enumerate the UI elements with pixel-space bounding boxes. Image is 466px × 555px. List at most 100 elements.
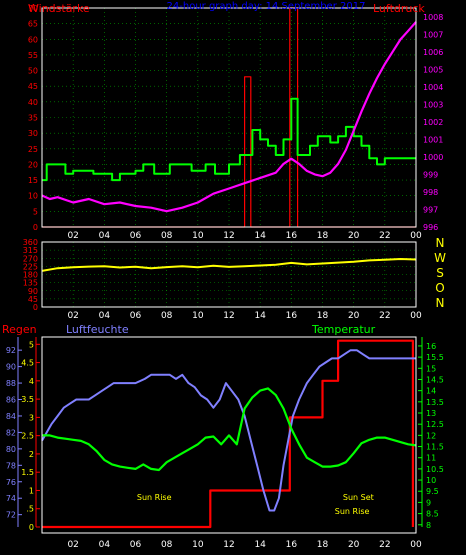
compass-label: N [436,236,445,250]
rain-humidity-temperature-panel: 0.511.522.533.544.5572747678808284868890… [2,323,444,550]
x-tick-label: 02 [67,311,78,321]
pressure-tick-label: 1003 [423,100,443,109]
x-tick-label: 20 [348,231,360,241]
temperature-tick-label: 14.5 [426,375,444,384]
rain-humidity-temperature-series [41,339,417,529]
x-tick-label: 06 [130,540,142,550]
x-tick-label: 10 [192,540,204,550]
pressure-tick-label: 999 [423,170,438,179]
humidity-tick-label: 82 [6,428,16,437]
temperature-tick-label: 11 [426,454,436,463]
temperature-tick-label: 10 [426,476,436,485]
x-tick-label: 14 [254,231,266,241]
rain-humidity-temperature-frame [41,336,417,534]
temperature-tick-label: 10.5 [426,465,444,474]
wind-tick-label: 35 [28,114,38,123]
pressure-tick-label: 1008 [423,13,443,22]
direction-tick-label: 270 [23,254,38,263]
x-tick-label: 18 [317,231,329,241]
humidity-line [41,349,416,512]
temperature-tick-label: 15 [426,364,436,373]
x-tick-label: 22 [379,540,390,550]
temperature-tick-label: 13.5 [426,398,444,407]
wind-pressure-frame [41,7,417,228]
rain-tick-label: .5 [26,505,34,514]
sun-annotation: Sun Rise [335,507,370,516]
wind-tick-label: 45 [28,82,38,91]
pressure-tick-label: 1001 [423,135,443,144]
rain-line [42,339,414,529]
x-tick-label: 04 [99,311,111,321]
x-tick-label: 10 [192,311,204,321]
x-tick-label: 12 [223,231,234,241]
sun-annotation: Sun Rise [137,493,172,502]
compass-label: W [434,251,446,265]
wind-tick-label: 50 [28,67,38,76]
rain-tick-label: 2.5 [21,432,34,441]
x-tick-label: 12 [223,540,234,550]
temperature-tick-label: 12 [426,431,436,440]
x-tick-label: 02 [67,231,78,241]
temperature-tick-label: 9.5 [426,487,439,496]
wind-tick-label: 20 [28,160,38,169]
x-tick-label: 04 [99,231,111,241]
pressure-line [41,21,417,213]
pressure-tick-label: 997 [423,205,438,214]
x-tick-label: 22 [379,231,390,241]
x-tick-label: 06 [130,231,142,241]
rain-tick-label: 2 [29,450,34,459]
humidity-tick-label: 76 [6,478,16,487]
wind-tick-label: 65 [28,20,38,29]
direction-tick-label: 315 [23,246,38,255]
pressure-axis-label: Luftdruck [373,2,425,15]
x-tick-label: 18 [317,540,329,550]
rain-axis-label: Regen [2,323,37,336]
wind-pressure-panel: 0 5 10 15 20 25 30 35 40 45 50 55 60 65 70 996 997 998 999… [28,1,444,241]
pressure-tick-label: 1006 [423,48,443,57]
wind-tick-label: 60 [28,35,38,44]
rain-tick-label: 3.5 [21,395,34,404]
wind-axis-label: Windstärke [28,2,90,15]
wind-tick-label: 40 [28,98,38,107]
temperature-tick-label: 9 [426,498,431,507]
pressure-tick-label: 996 [423,223,438,232]
humidity-tick-label: 80 [6,445,16,454]
temperature-tick-label: 13 [426,409,436,418]
wind-tick-label: 30 [28,129,38,138]
wind-tick-label: 10 [28,192,38,201]
temperature-tick-label: 12.5 [426,420,444,429]
wind-pressure-axes: 0 5 10 15 20 25 30 35 40 45 50 55 60 65 70 996 997 998 999… [28,4,444,241]
x-tick-label: 00 [410,311,422,321]
wind-tick-label: 55 [28,51,38,60]
wind-tick-label: 5 [33,207,38,216]
pressure-tick-label: 1004 [423,83,443,92]
x-tick-label: 20 [348,311,360,321]
x-tick-label: 12 [223,311,234,321]
wind-tick-label: 25 [28,145,38,154]
x-tick-label: 16 [286,540,298,550]
temperature-tick-label: 8.5 [426,510,439,519]
temperature-tick-label: 14 [426,387,436,396]
wind-direction-frame [41,241,417,308]
wind-tick-label: 15 [28,176,38,185]
compass-label: N [436,296,445,310]
rain-tick-label: 4 [29,377,34,386]
rain-tick-label: 0 [29,523,34,532]
x-tick-label: 08 [161,311,173,321]
rain-tick-label: 1.5 [21,468,34,477]
x-tick-label: 14 [254,540,266,550]
humidity-tick-label: 92 [6,346,16,355]
x-tick-label: 04 [99,540,111,550]
pressure-tick-label: 1005 [423,65,443,74]
rain-tick-label: 5 [29,340,34,349]
temperature-tick-label: 15.5 [426,353,444,362]
x-tick-label: 16 [286,231,298,241]
compass-label: O [435,281,444,295]
x-tick-label: 22 [379,311,390,321]
x-tick-label: 02 [67,540,78,550]
temperature-axis-label: Temperatur [311,323,376,336]
direction-tick-label: 180 [23,271,38,280]
x-tick-label: 08 [161,540,173,550]
